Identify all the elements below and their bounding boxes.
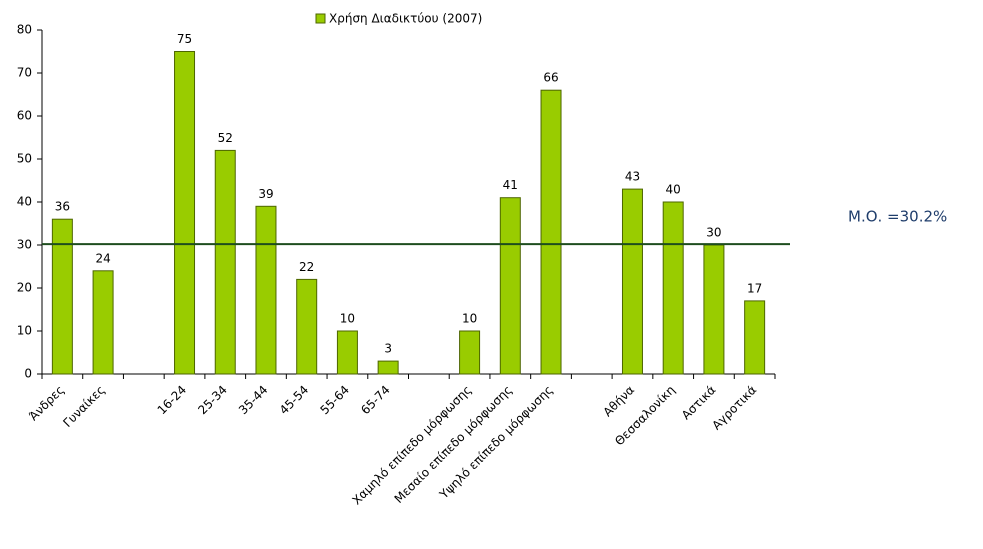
reference-label: Μ.Ο. =30.2% [848, 208, 947, 226]
legend-swatch [315, 13, 326, 24]
legend-label: Χρήση Διαδικτύου (2007) [329, 12, 482, 26]
data-label: 39 [258, 187, 273, 201]
bar [662, 201, 684, 375]
bar [336, 330, 358, 375]
bar [540, 89, 562, 375]
y-tick-label: 20 [17, 281, 32, 295]
bar [214, 149, 236, 375]
y-tick-label: 80 [17, 23, 32, 37]
y-tick-label: 60 [17, 109, 32, 123]
bar [703, 244, 725, 375]
bar [499, 197, 521, 375]
data-label: 30 [706, 226, 721, 240]
data-label: 43 [625, 170, 640, 184]
y-tick-label: 0 [24, 367, 32, 381]
y-tick-label: 50 [17, 152, 32, 166]
bar [174, 51, 196, 375]
data-label: 3 [384, 342, 392, 356]
bar [255, 205, 277, 375]
bar [296, 278, 318, 375]
data-label: 41 [503, 178, 518, 192]
data-label: 10 [462, 312, 477, 326]
y-tick-label: 40 [17, 195, 32, 209]
data-label: 66 [543, 71, 558, 85]
data-label: 36 [55, 200, 70, 214]
data-label: 22 [299, 260, 314, 274]
bar [92, 270, 114, 375]
bar [51, 218, 73, 375]
data-label: 52 [218, 131, 233, 145]
data-label: 10 [340, 312, 355, 326]
bar [621, 188, 643, 375]
data-label: 24 [95, 251, 110, 265]
bar [744, 300, 766, 375]
data-label: 17 [747, 281, 762, 295]
bar [377, 360, 399, 375]
data-label: 40 [666, 183, 681, 197]
y-tick-label: 30 [17, 238, 32, 252]
bar [459, 330, 481, 375]
data-label: 75 [177, 32, 192, 46]
y-tick-label: 70 [17, 66, 32, 80]
y-tick-label: 10 [17, 324, 32, 338]
